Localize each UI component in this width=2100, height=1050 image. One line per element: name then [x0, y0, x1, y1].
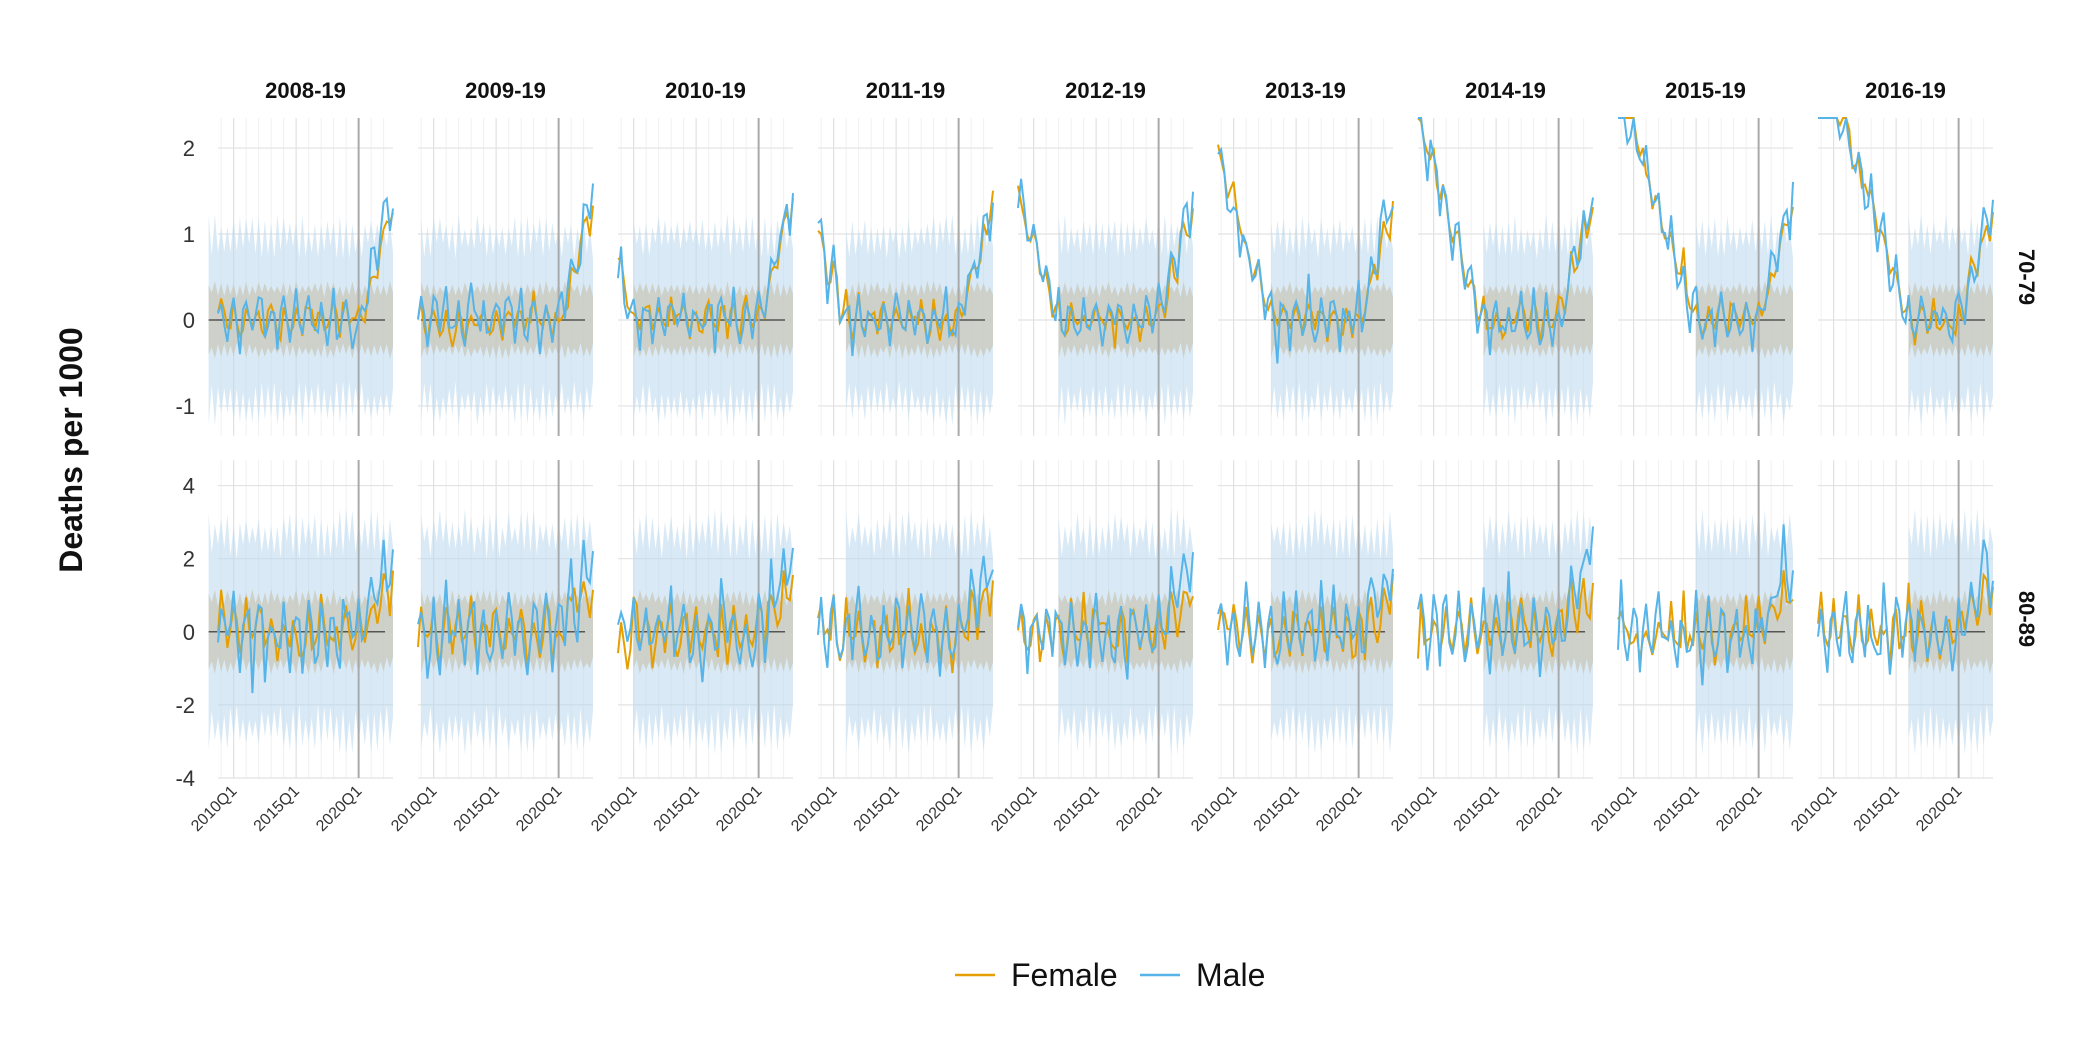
- x-tick-label: 2020Q1: [1313, 783, 1365, 835]
- series-line-male: [1017, 178, 1194, 347]
- y-tick-label: -2: [175, 693, 195, 718]
- x-tick-label: 2010Q1: [988, 783, 1040, 835]
- x-tick-label: 2020Q1: [1513, 783, 1565, 835]
- y-tick-label: -1: [175, 394, 195, 419]
- series-line-male: [217, 196, 394, 355]
- facet-panel: [1617, 460, 1794, 779]
- facet-strip-label: 2013-19: [1265, 78, 1346, 103]
- series-line-male: [1217, 146, 1394, 364]
- facet-panel: [817, 118, 994, 436]
- facet-strip-label: 2015-19: [1665, 78, 1746, 103]
- facet-panel: [1017, 460, 1194, 779]
- facet-strip-label: 2008-19: [265, 78, 346, 103]
- series-line-male: [1217, 568, 1394, 668]
- series-line-male: [217, 539, 394, 694]
- x-tick-label: 2015Q1: [1651, 783, 1703, 835]
- x-tick-label: 2020Q1: [1113, 783, 1165, 835]
- y-tick-label: 2: [183, 136, 195, 161]
- y-tick-label: 4: [183, 474, 195, 499]
- facet-panel: [208, 118, 394, 436]
- row-strip-label: 70-79: [2014, 249, 2039, 305]
- x-tick-label: 2015Q1: [651, 783, 703, 835]
- series-line-male: [1017, 552, 1194, 680]
- facet-strip-label: 2014-19: [1465, 78, 1546, 103]
- x-tick-label: 2020Q1: [513, 783, 565, 835]
- x-tick-label: 2020Q1: [913, 783, 965, 835]
- facet-strip-label: 2010-19: [665, 78, 746, 103]
- facet-panel: [1818, 117, 1994, 436]
- facet-strip-label: 2016-19: [1865, 78, 1946, 103]
- series-line-male: [1817, 539, 1994, 675]
- facet-panel: [1817, 460, 1994, 779]
- series-line-male: [1818, 117, 1994, 346]
- facet-strip-label: 2012-19: [1065, 78, 1146, 103]
- facet-panel: [617, 118, 794, 436]
- x-tick-label: 2015Q1: [451, 783, 503, 835]
- y-tick-label: 0: [183, 308, 195, 333]
- series-line-male: [417, 539, 594, 679]
- x-tick-label: 2010Q1: [1588, 783, 1640, 835]
- y-tick-label: -4: [175, 766, 195, 791]
- y-tick-label: 2: [183, 547, 195, 572]
- legend-male-label: Male: [1196, 957, 1265, 993]
- facet-panel: [1217, 118, 1394, 436]
- x-tick-label: 2020Q1: [1713, 783, 1765, 835]
- facet-panel: [1618, 117, 1794, 436]
- facet-panel: [1417, 460, 1594, 779]
- facet-panel: [817, 460, 994, 779]
- x-tick-label: 2010Q1: [588, 783, 640, 835]
- y-tick-label: 1: [183, 222, 195, 247]
- x-tick-label: 2010Q1: [1788, 783, 1840, 835]
- x-tick-label: 2020Q1: [1913, 783, 1965, 835]
- x-tick-label: 2015Q1: [1251, 783, 1303, 835]
- x-tick-label: 2020Q1: [313, 783, 365, 835]
- x-tick-label: 2020Q1: [713, 783, 765, 835]
- facet-panel: [417, 460, 594, 779]
- facet-panel: [617, 460, 794, 779]
- series-line-male: [1418, 117, 1594, 356]
- legend: Female Male: [955, 957, 1265, 993]
- facet-strip-label: 2009-19: [465, 78, 546, 103]
- facet-panel: [417, 118, 594, 436]
- x-tick-label: 2015Q1: [1851, 783, 1903, 835]
- x-tick-label: 2010Q1: [388, 783, 440, 835]
- x-tick-label: 2015Q1: [1051, 783, 1103, 835]
- facet-panel: [1417, 117, 1594, 436]
- series-line-male: [1618, 117, 1794, 352]
- y-axis-title: Deaths per 1000: [53, 327, 89, 572]
- x-tick-label: 2010Q1: [788, 783, 840, 835]
- x-tick-label: 2015Q1: [1451, 783, 1503, 835]
- facet-strip-label: 2011-19: [866, 78, 946, 103]
- x-tick-label: 2010Q1: [1188, 783, 1240, 835]
- series-line-male: [817, 202, 994, 357]
- x-tick-label: 2010Q1: [188, 783, 240, 835]
- x-tick-label: 2015Q1: [251, 783, 303, 835]
- legend-female-label: Female: [1011, 957, 1118, 993]
- series-line-female: [1017, 590, 1194, 664]
- facet-panel: [1017, 118, 1194, 436]
- facet-panel: [1217, 460, 1394, 779]
- facet-panel: [208, 460, 394, 779]
- series-line-male: [1617, 524, 1794, 686]
- x-tick-label: 2010Q1: [1388, 783, 1440, 835]
- y-tick-label: 0: [183, 620, 195, 645]
- series-line-male: [1417, 526, 1594, 678]
- series-line-male: [417, 183, 594, 354]
- x-tick-label: 2015Q1: [851, 783, 903, 835]
- series-line-male: [617, 547, 794, 683]
- series-line-male: [817, 555, 994, 677]
- series-line-male: [617, 193, 794, 353]
- row-strip-label: 80-89: [2014, 591, 2039, 647]
